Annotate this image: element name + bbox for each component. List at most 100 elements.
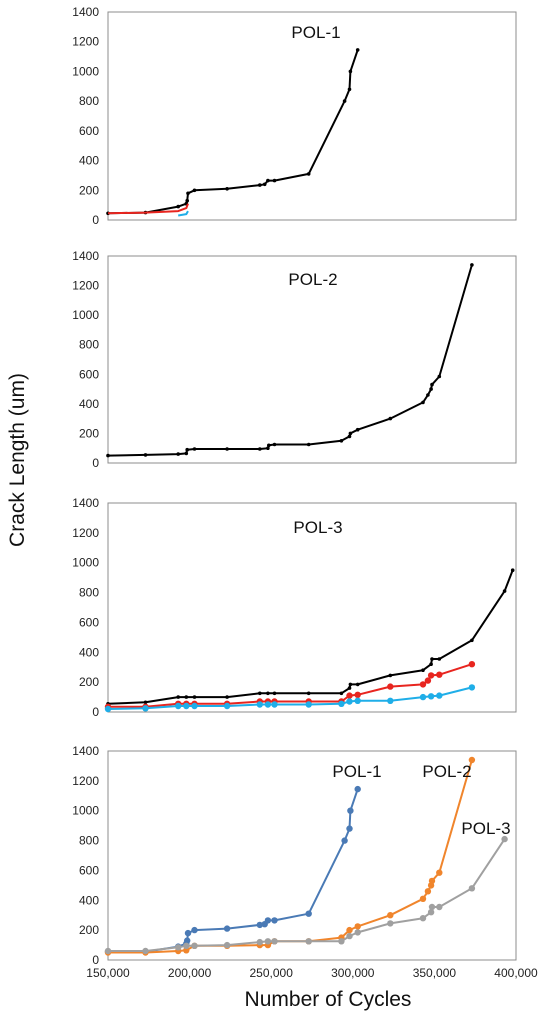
data-point xyxy=(424,888,432,895)
data-point xyxy=(185,198,189,203)
data-point xyxy=(468,661,476,668)
data-point xyxy=(183,942,190,949)
data-point xyxy=(175,702,182,710)
data-point xyxy=(346,698,353,705)
data-point xyxy=(306,172,311,176)
data-point xyxy=(347,807,354,814)
data-point xyxy=(419,895,427,902)
data-point xyxy=(347,686,352,690)
series-label: POL-2 xyxy=(422,762,471,781)
data-point xyxy=(258,447,262,451)
data-point xyxy=(341,837,348,844)
data-point xyxy=(143,700,148,705)
data-point xyxy=(142,705,149,712)
x-tick-label: 200,000 xyxy=(168,966,212,980)
data-point xyxy=(305,910,312,917)
data-point xyxy=(339,691,344,696)
panel-title: POL-3 xyxy=(293,518,342,537)
data-point xyxy=(436,671,443,678)
data-point xyxy=(387,912,394,919)
data-point xyxy=(427,672,435,679)
data-point xyxy=(387,697,394,704)
data-point xyxy=(191,702,198,710)
data-point xyxy=(429,387,433,391)
data-point xyxy=(342,99,347,103)
data-point xyxy=(225,187,229,191)
data-point xyxy=(264,701,272,708)
data-point xyxy=(191,926,198,934)
data-point xyxy=(223,702,231,710)
data-point xyxy=(387,683,394,690)
plot-frame xyxy=(107,502,517,713)
y-tick-label: 0 xyxy=(92,213,99,227)
data-point xyxy=(437,657,442,661)
series-line xyxy=(107,203,189,215)
data-point xyxy=(184,695,189,699)
y-tick-label: 200 xyxy=(79,675,99,689)
y-tick-label: 600 xyxy=(79,615,99,629)
data-point xyxy=(421,400,425,405)
data-point xyxy=(305,701,312,708)
y-tick-label: 400 xyxy=(79,645,99,659)
data-point xyxy=(419,693,427,701)
data-point xyxy=(346,926,353,934)
data-point xyxy=(256,938,263,946)
y-tick-label: 600 xyxy=(79,367,99,381)
data-point xyxy=(104,947,112,955)
data-point xyxy=(436,903,443,911)
x-tick-label: 300,000 xyxy=(331,966,375,980)
data-point xyxy=(306,442,311,447)
data-point xyxy=(176,204,180,209)
data-point xyxy=(468,885,476,892)
y-tick-label: 800 xyxy=(79,586,99,600)
data-point xyxy=(267,443,271,448)
y-tick-label: 1200 xyxy=(72,526,99,540)
series-line xyxy=(107,264,473,457)
data-point xyxy=(430,657,434,661)
y-tick-label: 400 xyxy=(79,397,99,411)
x-tick-label: 250,000 xyxy=(250,966,294,980)
data-point xyxy=(185,447,189,452)
y-tick-label: 1200 xyxy=(72,774,99,788)
data-point xyxy=(192,188,197,193)
data-point xyxy=(354,785,361,793)
data-point xyxy=(176,695,180,699)
data-point xyxy=(258,691,262,696)
series-line xyxy=(108,788,359,953)
data-point xyxy=(184,451,189,456)
data-point xyxy=(355,427,360,432)
data-point xyxy=(427,909,435,916)
data-point xyxy=(175,944,182,951)
data-point xyxy=(191,942,198,949)
data-point xyxy=(266,446,270,451)
data-point xyxy=(428,877,436,885)
series-line xyxy=(107,49,359,215)
y-tick-label: 800 xyxy=(79,338,99,352)
y-tick-label: 0 xyxy=(92,953,99,967)
data-point xyxy=(348,69,353,74)
y-tick-label: 0 xyxy=(92,705,99,719)
data-point xyxy=(106,453,110,458)
plot-frame xyxy=(107,255,517,464)
y-tick-label: 600 xyxy=(79,863,99,877)
data-point xyxy=(266,178,270,183)
x-tick-label: 400,000 xyxy=(494,966,538,980)
data-point xyxy=(510,568,515,572)
y-tick-label: 0 xyxy=(92,456,99,470)
data-point xyxy=(348,682,353,687)
data-point xyxy=(176,452,180,456)
data-point xyxy=(338,938,345,945)
data-point xyxy=(184,937,191,944)
data-point xyxy=(256,921,263,929)
y-tick-label: 1200 xyxy=(72,279,99,293)
data-point xyxy=(347,434,352,439)
data-point xyxy=(262,182,267,187)
y-tick-label: 1400 xyxy=(72,5,99,19)
panel-title: POL-1 xyxy=(291,23,340,42)
data-point xyxy=(430,382,434,387)
data-point xyxy=(502,589,507,593)
data-point xyxy=(355,48,360,52)
data-point xyxy=(192,695,197,699)
x-tick-label: 150,000 xyxy=(86,966,130,980)
